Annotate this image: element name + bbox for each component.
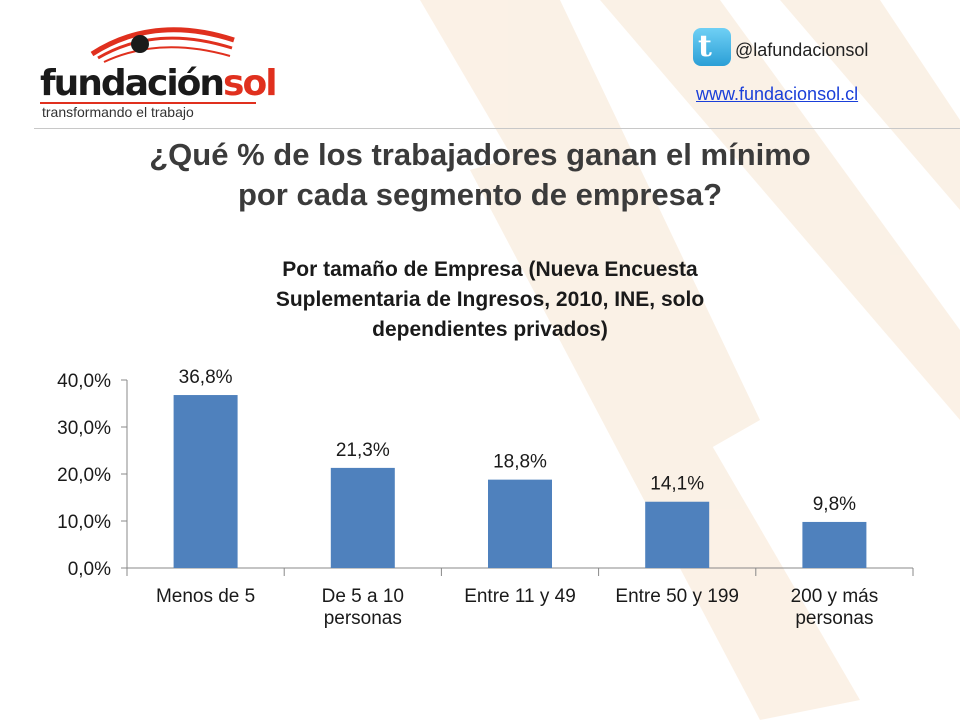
logo-underline xyxy=(40,102,256,104)
data-label: 21,3% xyxy=(336,440,390,461)
slide-title-line-2: por cada segmento de empresa? xyxy=(237,177,723,212)
x-category-label: Entre 50 y 199 xyxy=(615,586,739,607)
bar xyxy=(645,501,710,568)
bar xyxy=(330,467,395,568)
chart-title-line-2: Suplementaria de Ingresos, 2010, INE, so… xyxy=(275,288,705,311)
x-category-label: personas xyxy=(324,608,402,629)
x-category-label: De 5 a 10 xyxy=(322,586,404,607)
y-tick-label: 40,0% xyxy=(57,371,111,392)
y-tick-label: 30,0% xyxy=(57,418,111,439)
y-tick-label: 0,0% xyxy=(68,559,111,580)
website-link[interactable]: www.fundacionsol.cl xyxy=(696,84,859,104)
data-label: 9,8% xyxy=(813,494,856,515)
y-tick-label: 10,0% xyxy=(57,512,111,533)
x-category-label: Entre 11 y 49 xyxy=(464,586,576,607)
twitter-handle[interactable]: @lafundacionsol xyxy=(735,40,869,60)
x-category-label: personas xyxy=(795,608,873,629)
x-category-label: 200 y más xyxy=(791,586,879,607)
data-label: 18,8% xyxy=(493,452,547,473)
data-label: 36,8% xyxy=(179,367,233,388)
chart-title-line-1: Por tamaño de Empresa (Nueva Encuesta xyxy=(282,258,698,281)
bar xyxy=(173,395,238,568)
logo-wordmark: fundaciónsol xyxy=(40,63,278,104)
slide-title-line-1: ¿Qué % de los trabajadores ganan el míni… xyxy=(149,137,811,172)
data-label: 14,1% xyxy=(650,474,704,495)
chart-title-line-3: dependientes privados) xyxy=(372,318,608,341)
fundacionsol-logo: fundaciónsol transformando el trabajo xyxy=(36,18,278,120)
y-tick-label: 20,0% xyxy=(57,465,111,486)
bar xyxy=(802,521,867,568)
twitter-icon[interactable]: t xyxy=(693,28,731,66)
x-category-label: Menos de 5 xyxy=(156,586,255,607)
logo-tagline: transformando el trabajo xyxy=(42,104,194,120)
chart-title: Por tamaño de Empresa (Nueva Encuesta Su… xyxy=(150,255,830,345)
bar xyxy=(488,479,552,568)
eye-logo-icon xyxy=(90,27,235,63)
slide-title: ¿Qué % de los trabajadores ganan el míni… xyxy=(0,135,960,215)
header-divider xyxy=(34,128,960,129)
